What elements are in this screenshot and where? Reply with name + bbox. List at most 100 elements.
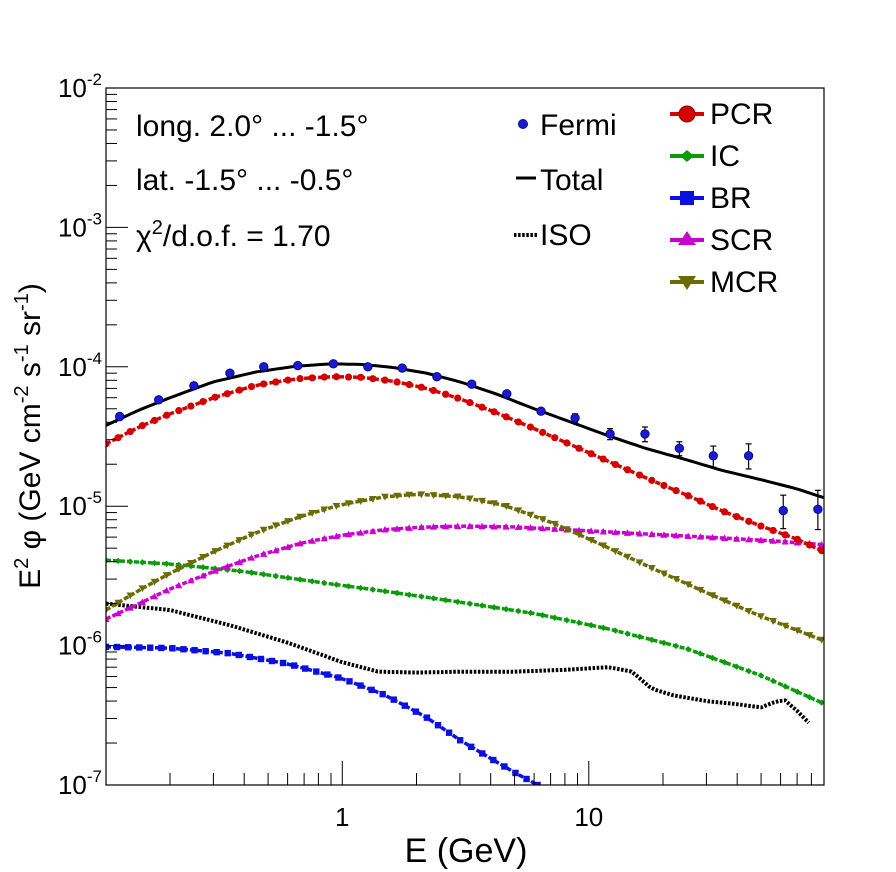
scr-point bbox=[163, 586, 171, 594]
y-tick-labels: 10-7 10-6 10-5 10-4 10-3 10-2 bbox=[58, 70, 102, 800]
br-point bbox=[501, 763, 508, 770]
scr-point bbox=[223, 562, 231, 570]
scr-point bbox=[514, 523, 522, 531]
ic-point bbox=[721, 659, 728, 666]
mcr-point bbox=[187, 559, 195, 567]
mcr-point bbox=[441, 492, 450, 500]
mcr-point bbox=[769, 618, 777, 625]
pcr-point bbox=[551, 434, 559, 442]
fermi-point bbox=[778, 505, 788, 516]
scr-point bbox=[272, 546, 280, 554]
pcr-point bbox=[247, 382, 256, 391]
ic-point bbox=[769, 677, 777, 685]
ic-point bbox=[163, 560, 170, 567]
x-tick-labels: 1 10 bbox=[335, 802, 603, 832]
mcr-point bbox=[199, 553, 207, 561]
ic-point bbox=[684, 645, 692, 653]
legend-iso-label: ISO bbox=[540, 219, 592, 252]
ic-point bbox=[733, 663, 740, 670]
legend-fermi-marker bbox=[518, 119, 528, 129]
ic-point bbox=[587, 622, 595, 629]
br-point bbox=[468, 743, 475, 751]
ic-point bbox=[697, 650, 704, 657]
ic-point bbox=[624, 630, 631, 637]
legend-br-label: BR bbox=[710, 182, 752, 215]
pcr-point bbox=[163, 411, 171, 419]
br-line bbox=[106, 645, 539, 785]
ic-point bbox=[393, 589, 401, 597]
mcr-point bbox=[550, 520, 559, 528]
total-line bbox=[106, 362, 824, 500]
br-point bbox=[169, 645, 176, 652]
pcr-point bbox=[357, 373, 365, 381]
mcr-point bbox=[381, 493, 389, 501]
pcr-point bbox=[114, 434, 122, 442]
pcr-point bbox=[805, 541, 814, 549]
pcr-point bbox=[490, 408, 498, 416]
mcr-point bbox=[417, 491, 426, 499]
pcr-point bbox=[733, 513, 741, 521]
y-tick-label: 10-7 bbox=[58, 767, 102, 800]
scr-point bbox=[733, 535, 741, 542]
mcr-point bbox=[296, 513, 304, 521]
br-point bbox=[313, 668, 320, 675]
fermi-point bbox=[189, 381, 199, 391]
mcr-point bbox=[150, 578, 159, 586]
br-point bbox=[479, 750, 486, 757]
x-tick-label: 10 bbox=[574, 802, 603, 832]
pcr-point bbox=[393, 378, 401, 386]
pcr-point bbox=[175, 406, 183, 415]
legend-ic-marker bbox=[680, 150, 694, 162]
ic-point bbox=[527, 609, 534, 617]
fermi-point bbox=[225, 368, 235, 378]
mcr-point bbox=[538, 516, 547, 523]
fermi-point bbox=[154, 395, 164, 405]
br-point bbox=[246, 653, 254, 661]
mcr-point bbox=[247, 531, 256, 539]
pcr-point bbox=[745, 517, 753, 525]
br-point bbox=[346, 678, 353, 685]
pcr-point bbox=[332, 373, 341, 381]
y-tick-label: 10-5 bbox=[58, 488, 102, 521]
pcr-point bbox=[696, 497, 704, 505]
pcr-point bbox=[199, 397, 207, 406]
br-point bbox=[124, 644, 132, 651]
br-point bbox=[368, 686, 375, 694]
pcr-point bbox=[563, 439, 571, 447]
ic-point bbox=[478, 602, 486, 609]
legend-scr-marker bbox=[678, 231, 696, 245]
ic-point bbox=[296, 576, 304, 583]
pcr-point bbox=[106, 440, 110, 448]
br-point bbox=[158, 644, 165, 652]
ic-point bbox=[794, 688, 801, 695]
ic-point bbox=[515, 607, 522, 615]
scr-point bbox=[648, 530, 656, 538]
scr-point bbox=[175, 581, 183, 589]
br-point bbox=[390, 696, 397, 703]
ic-point bbox=[308, 578, 316, 585]
ic-point bbox=[648, 636, 655, 644]
br-point bbox=[136, 644, 143, 651]
mcr-series bbox=[106, 491, 824, 644]
fermi-point bbox=[743, 451, 754, 461]
scr-point bbox=[369, 527, 377, 535]
legend-br-marker bbox=[680, 191, 694, 205]
ic-point bbox=[660, 639, 668, 647]
mcr-point bbox=[732, 602, 741, 610]
pcr-point bbox=[660, 481, 668, 490]
pcr-point bbox=[308, 374, 316, 382]
mcr-point bbox=[405, 491, 414, 499]
mcr-point bbox=[805, 632, 814, 639]
pcr-point bbox=[575, 444, 583, 452]
scr-point bbox=[126, 604, 134, 611]
mcr-point bbox=[126, 592, 135, 600]
pcr-point bbox=[150, 416, 159, 425]
mcr-point bbox=[490, 500, 498, 508]
ic-point bbox=[151, 559, 158, 567]
pcr-point bbox=[769, 526, 777, 535]
scr-point bbox=[187, 576, 195, 584]
mcr-point bbox=[211, 548, 219, 555]
mcr-point bbox=[369, 495, 377, 503]
mcr-point bbox=[781, 622, 790, 630]
scr-point bbox=[502, 523, 510, 530]
